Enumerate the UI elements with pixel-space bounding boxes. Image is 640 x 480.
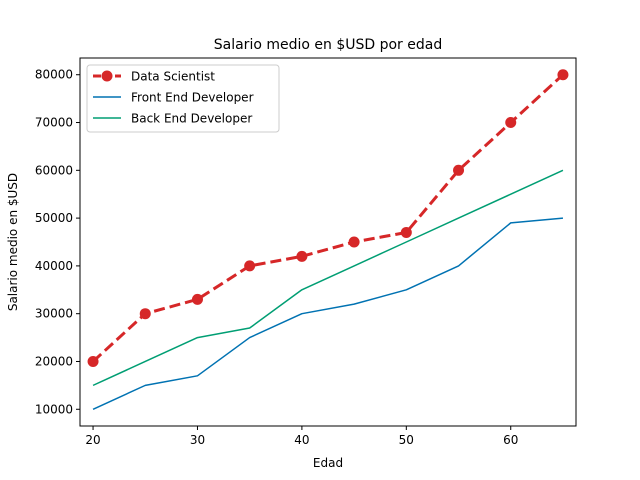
x-tick-label: 40: [294, 433, 309, 447]
x-axis-label: Edad: [313, 456, 343, 470]
y-axis-label: Salario medio en $USD: [6, 173, 20, 311]
data-point-data-scientist: [453, 164, 465, 176]
data-point-data-scientist: [244, 260, 256, 272]
data-point-data-scientist: [400, 226, 412, 238]
legend-label-back-end-developer: Back End Developer: [131, 112, 252, 126]
y-tick-label: 70000: [35, 116, 73, 130]
x-tick-label: 50: [399, 433, 414, 447]
series-line-data-scientist: [92, 73, 564, 363]
data-point-data-scientist: [505, 117, 517, 129]
y-tick-label: 40000: [35, 259, 73, 273]
axis-ticks: 20 30 40 50 60 10000 20000 30000 40000 50000 60000…: [35, 68, 519, 447]
x-tick-label: 30: [190, 433, 205, 447]
legend-label-data-scientist: Data Scientist: [131, 70, 215, 84]
plot-area: [87, 69, 569, 410]
data-point-data-scientist: [139, 308, 151, 320]
y-tick-label: 10000: [35, 402, 73, 416]
data-point-data-scientist: [191, 293, 203, 305]
legend-label-front-end-developer: Front End Developer: [131, 91, 254, 105]
plot-frame: [79, 57, 577, 427]
data-point-data-scientist: [296, 250, 308, 262]
legend-marker-data-scientist: [101, 70, 113, 82]
series-line-front-end-developer: [92, 217, 564, 410]
chart-title: Salario medio en $USD por edad: [214, 37, 442, 53]
series-line-back-end-developer: [92, 169, 564, 387]
y-tick-label: 50000: [35, 211, 73, 225]
data-point-data-scientist: [87, 355, 99, 367]
legend: Data Scientist Front End Developer Back En…: [86, 64, 280, 133]
y-tick-label: 20000: [35, 354, 73, 368]
x-tick-label: 20: [85, 433, 100, 447]
y-tick-label: 30000: [35, 307, 73, 321]
y-tick-label: 60000: [35, 163, 73, 177]
legend-box: [86, 64, 280, 133]
data-point-data-scientist: [557, 69, 569, 81]
x-tick-label: 60: [503, 433, 518, 447]
y-tick-label: 80000: [35, 68, 73, 82]
data-point-data-scientist: [348, 236, 360, 248]
